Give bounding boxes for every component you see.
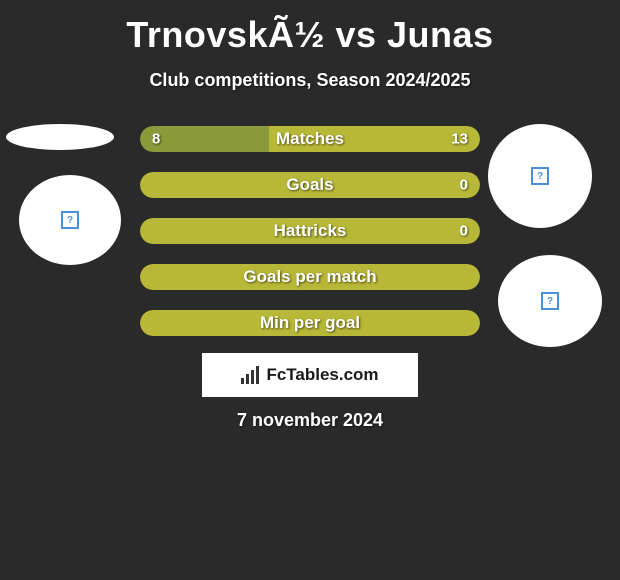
stat-bar: Min per goal: [140, 310, 480, 336]
stat-bar: Matches 8 13: [140, 126, 480, 152]
page-title: TrnovskÃ½ vs Junas: [0, 0, 620, 56]
player-avatar-left-2: ?: [19, 175, 121, 265]
bar-value-right: 0: [460, 223, 468, 240]
player-avatar-right-2: ?: [498, 255, 602, 347]
placeholder-icon: ?: [61, 211, 79, 229]
stat-bar: Hattricks 0: [140, 218, 480, 244]
placeholder-icon: ?: [541, 292, 559, 310]
stat-bar: Goals 0: [140, 172, 480, 198]
bar-label: Goals per match: [243, 267, 376, 287]
player-avatar-left-1: [6, 124, 114, 150]
player-avatar-right-1: ?: [488, 124, 592, 228]
fctables-icon: [241, 366, 263, 384]
placeholder-icon: ?: [531, 167, 549, 185]
stat-bars: Matches 8 13 Goals 0 Hattricks 0 Goals per matc…: [140, 126, 480, 356]
page-subtitle: Club competitions, Season 2024/2025: [0, 70, 620, 91]
bar-value-right: 0: [460, 177, 468, 194]
bar-label: Matches: [276, 129, 344, 149]
bar-label: Hattricks: [274, 221, 347, 241]
date-text: 7 november 2024: [0, 410, 620, 431]
bar-value-right: 13: [451, 131, 468, 148]
stat-bar: Goals per match: [140, 264, 480, 290]
attribution-text: FcTables.com: [266, 365, 378, 385]
bar-value-left: 8: [152, 131, 160, 148]
bar-label: Min per goal: [260, 313, 360, 333]
bar-label: Goals: [286, 175, 333, 195]
attribution-badge: FcTables.com: [202, 353, 418, 397]
